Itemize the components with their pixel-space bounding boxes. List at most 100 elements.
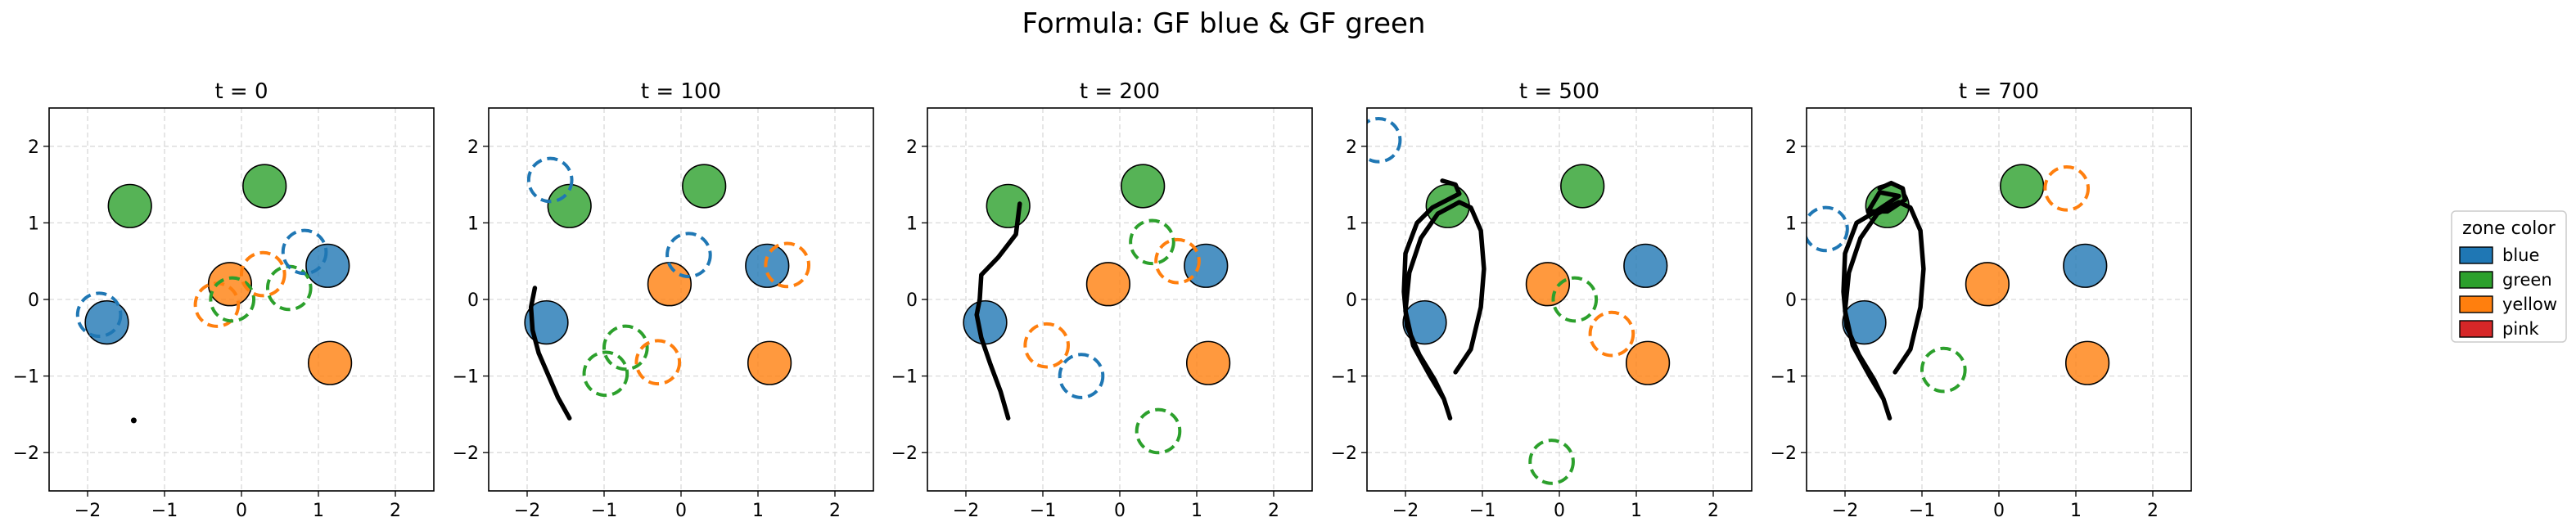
zone-green — [547, 183, 592, 228]
target-yellow — [2043, 164, 2091, 212]
zone-yellow — [1525, 262, 1571, 307]
target-blue — [1367, 116, 1402, 164]
y-tick-label: 2 — [1346, 137, 1357, 158]
y-tick-label: 1 — [467, 214, 479, 234]
x-tick-label: −1 — [1469, 501, 1496, 521]
y-tick-label: −2 — [1331, 443, 1357, 464]
legend-title: zone color — [2462, 218, 2556, 239]
legend-label-green: green — [2502, 270, 2552, 290]
target-green — [602, 324, 649, 371]
x-tick-label: 2 — [390, 501, 401, 521]
zone-green — [986, 183, 1031, 228]
target-green — [582, 350, 629, 398]
y-tick-label: −1 — [1331, 367, 1357, 388]
x-tick-label: −1 — [1030, 501, 1056, 521]
x-tick-label: 1 — [313, 501, 324, 521]
trajectory — [1841, 180, 1926, 421]
panel-title: t = 0 — [214, 79, 268, 104]
trajectory-start — [130, 417, 137, 424]
legend-swatch-pink — [2459, 320, 2493, 338]
plot-content — [963, 164, 1231, 455]
y-tick-label: −2 — [891, 443, 918, 464]
panel-title: t = 500 — [1519, 79, 1599, 104]
y-tick-label: −1 — [1771, 367, 1797, 388]
x-tick-label: −2 — [953, 501, 979, 521]
zone-blue — [963, 299, 1008, 345]
target-green — [1528, 439, 1575, 485]
target-yellow — [1023, 322, 1071, 369]
plot-content — [1807, 164, 2110, 421]
legend-items: blue green yellow pink — [2459, 245, 2557, 339]
y-tick-label: 0 — [906, 290, 918, 311]
y-tick-label: 2 — [467, 137, 479, 158]
legend-label-blue: blue — [2502, 245, 2539, 265]
x-tick-label: 1 — [2070, 501, 2082, 521]
y-tick-label: 0 — [467, 290, 479, 311]
zone-green — [107, 183, 152, 228]
y-tick-label: −2 — [453, 443, 479, 464]
x-tick-label: 0 — [236, 501, 247, 521]
zone-blue — [84, 299, 129, 345]
target-yellow — [1588, 310, 1635, 358]
panel-3: −2 −1 0 1 2 −2 −1 0 1 2 t = 500 — [1331, 79, 1753, 521]
plot-content — [1367, 116, 1671, 485]
zone-blue — [1623, 243, 1668, 288]
target-green — [209, 276, 256, 323]
target-yellow — [240, 250, 286, 298]
zone-blue — [2063, 243, 2108, 288]
zone-yellow — [747, 340, 792, 385]
x-tick-label: −2 — [1832, 501, 1858, 521]
y-tick-label: −1 — [13, 367, 39, 388]
trajectory — [528, 286, 572, 421]
x-tick-label: 1 — [1631, 501, 1642, 521]
target-blue — [75, 291, 123, 339]
trajectory — [1401, 178, 1487, 421]
zone-yellow — [1185, 340, 1231, 385]
y-tick-label: −1 — [453, 367, 479, 388]
x-tick-label: −2 — [1392, 501, 1419, 521]
x-tick-label: 2 — [1708, 501, 1719, 521]
zone-yellow — [1965, 262, 2010, 307]
y-tick-label: −2 — [1771, 443, 1797, 464]
target-green — [1551, 276, 1599, 323]
target-yellow — [634, 339, 682, 386]
x-tick-label: 2 — [1268, 501, 1279, 521]
x-tick-label: −2 — [514, 501, 540, 521]
zone-blue — [305, 243, 350, 288]
plot-content — [524, 156, 811, 421]
x-tick-label: 2 — [2147, 501, 2159, 521]
panel-1: −2 −1 0 1 2 −2 −1 0 1 2 t = 100 — [453, 79, 874, 521]
x-tick-label: 1 — [1191, 501, 1202, 521]
target-yellow — [764, 241, 811, 289]
trajectory — [974, 201, 1022, 421]
zone-green — [2000, 164, 2045, 209]
panel-title: t = 100 — [641, 79, 721, 104]
zone-blue — [1402, 299, 1447, 345]
y-tick-label: −1 — [891, 367, 918, 388]
target-blue — [526, 156, 574, 204]
zone-yellow — [307, 340, 353, 385]
panels: −2 −1 0 1 2 −2 −1 0 1 2 t = 0 −2 −1 0 1 2 −2 −1 0 1 2 t = 100… — [13, 79, 2192, 521]
y-tick-label: 1 — [28, 214, 39, 234]
y-tick-label: 1 — [1785, 214, 1797, 234]
target-blue — [1058, 353, 1105, 399]
x-tick-label: 0 — [1114, 501, 1126, 521]
target-green — [1135, 407, 1182, 455]
x-tick-label: 0 — [1554, 501, 1565, 521]
zone-green — [1560, 164, 1605, 209]
y-tick-label: 1 — [906, 214, 918, 234]
y-tick-label: 2 — [1785, 137, 1797, 158]
target-blue — [665, 232, 712, 279]
y-tick-label: 0 — [1346, 290, 1357, 311]
legend: zone color blue green yellow pink — [2451, 210, 2567, 343]
zone-blue — [1184, 243, 1229, 288]
y-tick-label: 0 — [28, 290, 39, 311]
legend-swatch-yellow — [2459, 295, 2493, 313]
legend-label-pink: pink — [2502, 319, 2539, 339]
x-tick-label: −1 — [1909, 501, 1935, 521]
panel-0: −2 −1 0 1 2 −2 −1 0 1 2 t = 0 — [13, 79, 435, 521]
target-yellow — [1154, 237, 1201, 285]
zone-yellow — [1625, 340, 1671, 385]
target-blue — [281, 228, 328, 276]
